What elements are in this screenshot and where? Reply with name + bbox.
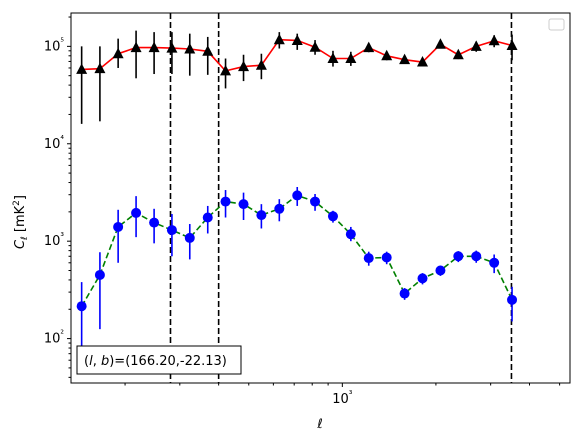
ytick-exponent: ² (60, 330, 64, 340)
legend-frame (548, 18, 565, 31)
annotation-part-2: , (93, 354, 101, 369)
marker-circle-3 (131, 207, 142, 218)
xtick-mantissa: 10 (332, 392, 349, 407)
ytick-label: 10⁵ (44, 37, 65, 54)
marker-triangle-6 (184, 42, 196, 54)
marker-triangle-16 (363, 41, 375, 53)
ytick-exponent: ⁴ (60, 135, 64, 145)
marker-circle-22 (471, 251, 482, 262)
marker-triangle-3 (130, 41, 142, 53)
marker-triangle-22 (470, 40, 482, 51)
marker-circle-11 (274, 203, 285, 214)
marker-triangle-24 (506, 39, 518, 51)
marker-circle-5 (166, 225, 177, 236)
annotation-part-4: )=(166.20,-22.13) (109, 354, 227, 369)
legend (548, 18, 565, 31)
marker-circle-21 (453, 251, 464, 262)
series-1 (76, 186, 518, 364)
marker-triangle-11 (273, 33, 285, 45)
marker-triangle-2 (112, 47, 124, 59)
marker-circle-12 (292, 190, 303, 201)
ytick-mantissa: 10 (44, 332, 61, 347)
marker-triangle-9 (238, 60, 250, 72)
ylabel-c: C (13, 239, 28, 249)
marker-triangle-10 (255, 59, 267, 70)
marker-triangle-7 (202, 45, 214, 56)
marker-circle-17 (381, 252, 392, 263)
marker-triangle-18 (399, 53, 411, 65)
marker-triangle-5 (166, 42, 178, 53)
series-0 (76, 30, 518, 124)
marker-triangle-14 (327, 52, 339, 64)
marker-circle-19 (417, 273, 428, 284)
coordinate-annotation: (l, b)=(166.20,-22.13) (76, 345, 242, 375)
ylabel-unit: [mK (13, 205, 28, 236)
ylabel-sup: 2 (12, 200, 22, 206)
annotation-part-0: ( (84, 354, 89, 369)
marker-triangle-1 (94, 62, 106, 74)
ytick-exponent: ³ (60, 232, 64, 242)
marker-circle-8 (220, 196, 231, 207)
marker-circle-24 (507, 294, 518, 305)
marker-circle-9 (238, 199, 249, 210)
annotation-part-1: l (89, 354, 93, 369)
marker-circle-4 (149, 217, 160, 228)
marker-circle-20 (435, 265, 446, 276)
x-axis-label: ℓ (316, 417, 322, 432)
annotation-text: (l, b)=(166.20,-22.13) (84, 354, 227, 369)
marker-triangle-23 (488, 34, 500, 46)
marker-circle-2 (113, 221, 124, 232)
marker-circle-7 (202, 212, 213, 223)
marker-circle-10 (256, 210, 267, 221)
series-layer (76, 30, 518, 364)
ylabel-close: ] (13, 195, 28, 200)
marker-circle-13 (310, 196, 321, 207)
ytick-mantissa: 10 (44, 234, 61, 249)
ytick-mantissa: 10 (44, 39, 61, 54)
marker-triangle-13 (309, 41, 321, 52)
marker-circle-18 (399, 288, 410, 299)
marker-circle-0 (76, 301, 87, 312)
ylabel-sub: ℓ (20, 236, 30, 241)
ytick-exponent: ⁵ (60, 37, 64, 47)
marker-triangle-20 (434, 38, 446, 49)
marker-circle-14 (327, 211, 338, 222)
marker-triangle-0 (76, 63, 88, 74)
marker-triangle-12 (291, 34, 303, 45)
marker-triangle-8 (220, 64, 232, 76)
marker-triangle-19 (417, 56, 429, 67)
xtick-exponent: ³ (349, 390, 353, 400)
ytick-mantissa: 10 (44, 137, 61, 152)
ytick-label: 10⁴ (44, 135, 65, 152)
axes-frame (70, 12, 571, 384)
annotation-box (76, 345, 242, 375)
marker-triangle-4 (148, 41, 160, 53)
annotation-part-3: b (101, 354, 109, 369)
axis-labels: ℓ Cℓ [mK2] (12, 195, 323, 432)
ytick-label: 10³ (44, 232, 65, 249)
marker-triangle-21 (452, 48, 464, 60)
marker-circle-16 (363, 253, 374, 264)
marker-circle-1 (94, 269, 105, 280)
marker-triangle-15 (345, 52, 357, 64)
marker-triangle-17 (381, 49, 393, 61)
marker-circle-6 (184, 232, 195, 243)
xtick-label: 10³ (332, 390, 353, 407)
y-axis-label: Cℓ [mK2] (12, 195, 30, 249)
marker-circle-15 (345, 229, 356, 240)
marker-circle-23 (489, 257, 500, 268)
ytick-label: 10² (44, 330, 65, 347)
